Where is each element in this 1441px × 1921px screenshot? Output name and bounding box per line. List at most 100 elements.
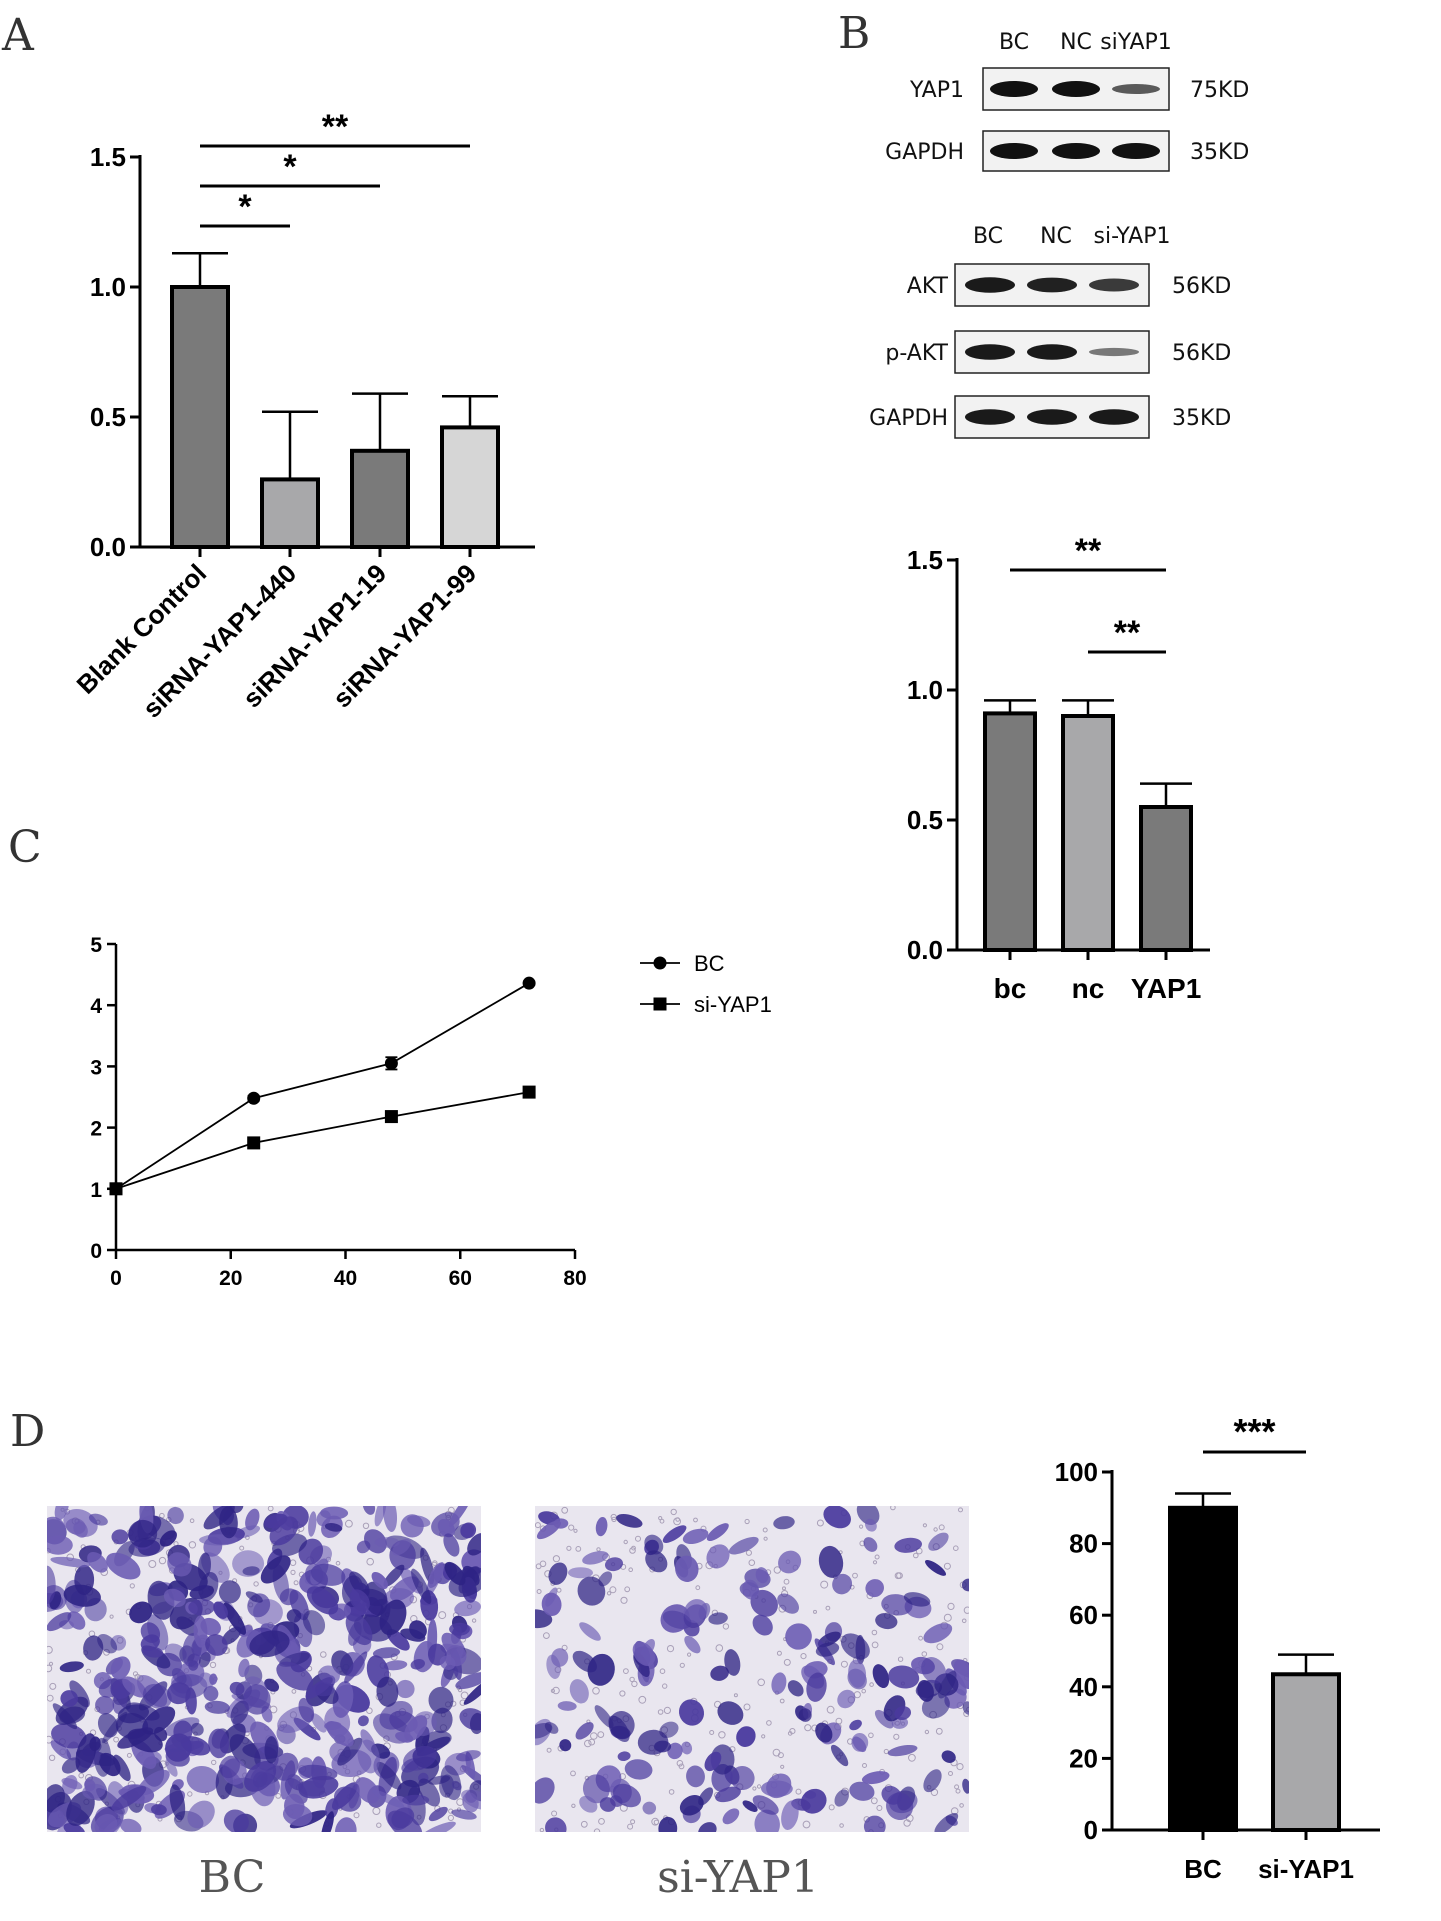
stained-cell [169, 1784, 186, 1821]
stained-cell [203, 1685, 219, 1702]
stained-cell [742, 1800, 758, 1812]
stained-cell [298, 1697, 315, 1723]
membrane-pore [961, 1618, 967, 1624]
stained-cell [357, 1715, 369, 1727]
membrane-pore [49, 1682, 57, 1690]
stained-cell [667, 1742, 683, 1760]
stained-cell [325, 1721, 354, 1747]
stained-cell [612, 1783, 641, 1808]
membrane-pore [779, 1698, 785, 1704]
membrane-pore [893, 1733, 900, 1740]
stained-cell [198, 1652, 211, 1668]
membrane-pore [659, 1668, 666, 1674]
membrane-pore [826, 1705, 835, 1714]
membrane-pore [597, 1731, 605, 1738]
membrane-pore [943, 1562, 951, 1570]
membrane-pore [872, 1560, 878, 1565]
membrane-pore [709, 1730, 715, 1735]
blot-row-label: GAPDH [885, 140, 964, 165]
lane-label: siYAP1 [1100, 30, 1172, 55]
membrane-pore [757, 1678, 766, 1687]
membrane-pore [592, 1687, 600, 1695]
stained-cell [404, 1715, 428, 1742]
stained-cell [286, 1609, 302, 1623]
bar [440, 425, 500, 549]
stained-cell [617, 1751, 631, 1762]
stained-cell [205, 1634, 228, 1656]
stained-cell [662, 1610, 692, 1630]
stained-cell [439, 1655, 456, 1670]
stained-cell [575, 1722, 594, 1740]
bar [983, 711, 1037, 953]
stained-cell [894, 1706, 912, 1721]
x-tick-label: nc [1072, 973, 1105, 1004]
stained-cell [848, 1659, 867, 1688]
membrane-pore [766, 1720, 772, 1726]
stained-cell [198, 1672, 215, 1688]
stained-cell [806, 1672, 827, 1702]
stained-cell [645, 1550, 668, 1573]
stained-cell [223, 1809, 249, 1832]
membrane-pore [871, 1641, 879, 1649]
stained-cell [461, 1789, 481, 1810]
stained-cell [279, 1588, 299, 1606]
stained-cell [582, 1774, 610, 1804]
stained-cell [754, 1809, 780, 1832]
membrane-pore [777, 1752, 784, 1759]
membrane-pore [78, 1772, 84, 1779]
stained-cell [357, 1739, 380, 1774]
stained-cell [382, 1506, 398, 1533]
stained-cell [190, 1722, 204, 1736]
x-tick-label: bc [994, 973, 1027, 1004]
stained-cell [815, 1642, 840, 1657]
micrograph-caption: si-YAP1 [657, 1852, 819, 1903]
stained-cell [706, 1523, 729, 1542]
membrane-pore [816, 1519, 824, 1527]
stained-cell [785, 1623, 812, 1650]
y-tick-label: 0 [90, 1240, 102, 1263]
membrane-pore [188, 1541, 197, 1549]
stained-cell [383, 1564, 405, 1587]
stained-cell [167, 1552, 192, 1577]
membrane-pore [800, 1653, 807, 1660]
stained-cell [678, 1699, 705, 1726]
stained-cell [337, 1737, 363, 1766]
membrane-pore [839, 1823, 844, 1828]
membrane-pore [535, 1522, 541, 1529]
stained-cell [961, 1578, 969, 1592]
membrane-pore [129, 1583, 135, 1589]
stained-cell [229, 1681, 245, 1696]
stained-cell [662, 1525, 687, 1543]
stained-cell [63, 1584, 101, 1607]
data-point [109, 1182, 123, 1196]
membrane-pore [897, 1656, 904, 1662]
membrane-pore [795, 1788, 802, 1795]
membrane-pore [913, 1552, 919, 1559]
stained-cell [849, 1719, 862, 1731]
membrane-pore [609, 1586, 617, 1594]
stained-cell [180, 1736, 211, 1756]
stained-cell [921, 1693, 950, 1719]
significance-label: * [283, 148, 297, 186]
blot-row-label: p-AKT [885, 341, 948, 366]
stained-cell [95, 1695, 115, 1715]
blot-band [1052, 143, 1100, 159]
stained-cell [644, 1534, 664, 1555]
stained-cell [50, 1740, 72, 1760]
stained-cell [223, 1602, 247, 1635]
stained-cell [111, 1529, 129, 1545]
stained-cell [953, 1659, 969, 1689]
x-tick-label: BC [1184, 1854, 1222, 1884]
stained-cell [321, 1811, 334, 1832]
stained-cell [193, 1615, 208, 1648]
membrane-pore [362, 1522, 370, 1530]
stained-cell [82, 1783, 106, 1800]
bar [350, 448, 410, 549]
stained-cell [208, 1728, 230, 1759]
stained-cell [467, 1533, 481, 1556]
stained-cell [546, 1654, 561, 1679]
stained-cell [67, 1611, 86, 1630]
stained-cell [448, 1566, 481, 1598]
stained-cell [348, 1783, 360, 1809]
membrane-pore [783, 1578, 790, 1585]
